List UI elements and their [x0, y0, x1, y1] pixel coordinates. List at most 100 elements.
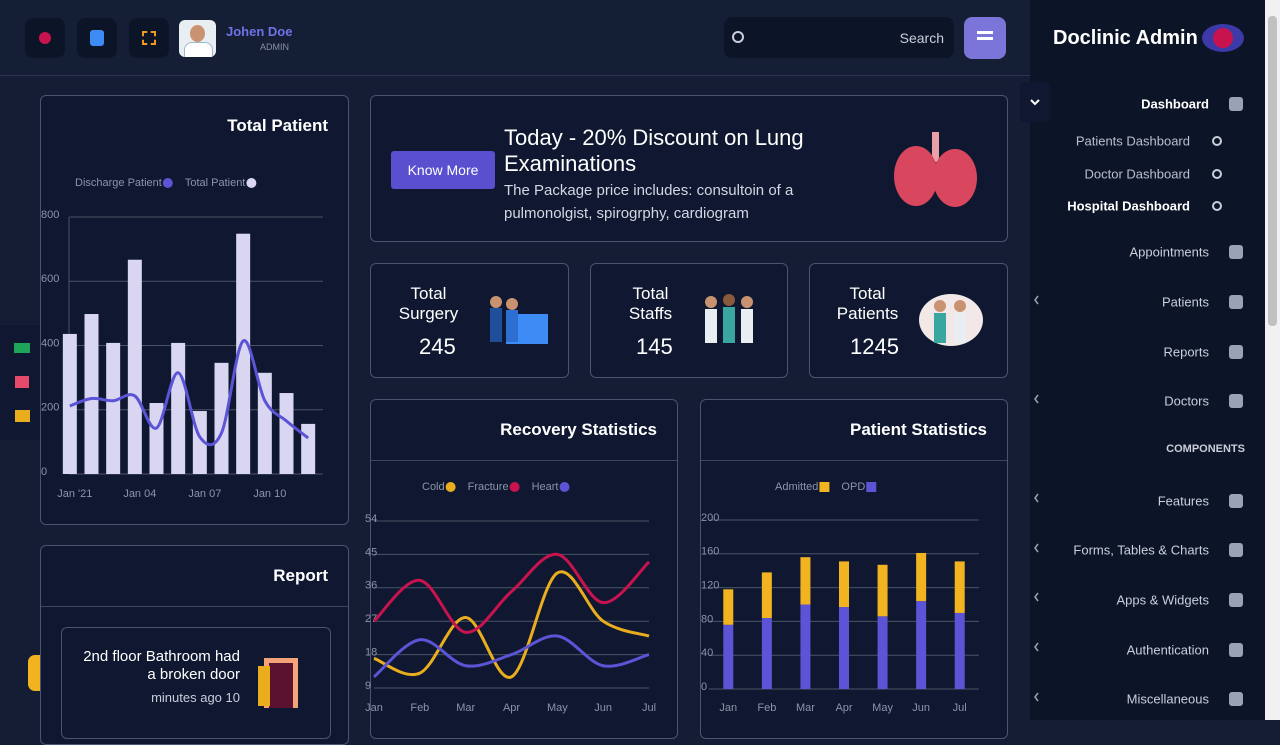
- menu-item[interactable]: Miscellaneous: [1126, 691, 1209, 707]
- menu-item[interactable]: Dashboard: [1141, 96, 1209, 112]
- sub-icon: [1212, 136, 1222, 146]
- y-tick-label: 120: [701, 580, 719, 592]
- menu-item[interactable]: Apps & Widgets: [1116, 592, 1210, 608]
- menu-icon: [1229, 97, 1243, 111]
- x-tick-label: May: [547, 702, 568, 714]
- bar: [149, 403, 164, 474]
- notes-button[interactable]: [77, 18, 117, 58]
- legend-marker: [445, 482, 456, 492]
- menu-button[interactable]: [964, 17, 1006, 59]
- user-name: Johen Doe: [226, 24, 293, 39]
- legend-label: Fracture: [468, 481, 509, 493]
- report-time: minutes ago 10: [151, 690, 240, 705]
- line-series: [69, 339, 310, 447]
- y-tick-label: 36: [365, 580, 377, 592]
- report-card: Report 2nd floor Bathroom had a broken d…: [40, 545, 349, 745]
- x-tick-label: Jan: [365, 702, 383, 714]
- menu-item[interactable]: Patients: [1162, 294, 1209, 310]
- menu-icon: [1229, 245, 1243, 259]
- chart-title: Recovery Statistics: [500, 420, 657, 439]
- x-tick-label: Jun: [594, 702, 612, 714]
- legend-marker: [866, 482, 877, 492]
- stat-value: 145: [636, 334, 673, 359]
- y-tick-label: 27: [365, 613, 377, 625]
- y-tick-label: 0: [41, 466, 47, 478]
- door-illustration: [258, 658, 298, 708]
- theme-button[interactable]: [25, 18, 65, 58]
- tool-icon[interactable]: [14, 343, 30, 353]
- chart-card: Recovery Statistics 9 18 27 36 45 54 Cold Fract…: [365, 399, 678, 739]
- search-placeholder: Search: [899, 30, 944, 46]
- x-tick-label: Mar: [456, 702, 475, 714]
- chart-title: Patient Statistics: [850, 420, 987, 439]
- menu-subitem[interactable]: Hospital Dashboard: [1067, 198, 1190, 214]
- stat-value: 245: [419, 334, 456, 359]
- menu-icon: [1229, 543, 1243, 557]
- menu-item[interactable]: Appointments: [1129, 244, 1210, 260]
- legend-marker: [819, 482, 830, 492]
- x-tick-label: Feb: [410, 702, 429, 714]
- patients-illustration: [919, 294, 983, 346]
- legend-marker: [246, 178, 257, 188]
- menu-item[interactable]: Authentication: [1126, 642, 1209, 658]
- menu-subitem[interactable]: Doctor Dashboard: [1084, 166, 1191, 182]
- bar: [127, 259, 142, 474]
- x-tick-label: Jan 07: [188, 488, 221, 500]
- report-item[interactable]: 2nd floor Bathroom had a broken door min…: [61, 627, 331, 739]
- stat-value: 1245: [850, 334, 899, 359]
- brand: Doclinic Admin: [1053, 27, 1198, 49]
- y-tick-label: 54: [365, 513, 377, 525]
- legend-label: Discharge Patient: [75, 177, 162, 189]
- chart: 0 40 80 120 160 200 Admitted OPD Jan Feb Mar Apr May…: [701, 481, 979, 714]
- scrollbar[interactable]: [1265, 0, 1280, 720]
- x-tick-label: May: [872, 702, 893, 714]
- avatar[interactable]: [179, 20, 216, 57]
- menu-item[interactable]: Reports: [1163, 344, 1209, 360]
- legend-marker: [162, 178, 173, 188]
- bar: [279, 393, 294, 474]
- promo-text: The Package price includes: consultoin o…: [504, 182, 794, 222]
- fullscreen-button[interactable]: [129, 18, 169, 58]
- y-tick-label: 200: [41, 402, 59, 414]
- chart-title: Total Patient: [227, 116, 328, 135]
- y-tick-label: 200: [701, 512, 719, 524]
- y-tick-label: 18: [365, 647, 377, 659]
- menu-subitem[interactable]: Patients Dashboard: [1075, 133, 1190, 149]
- report-text: 2nd floor Bathroom had a broken door: [83, 648, 240, 683]
- menu-item[interactable]: Features: [1157, 493, 1209, 509]
- bar: [171, 342, 186, 474]
- sidebar: Doclinic Admin: [1030, 0, 1265, 720]
- menu-icon: [1229, 692, 1243, 706]
- x-tick-label: Jan 04: [123, 488, 156, 500]
- tool-icon[interactable]: [15, 410, 30, 422]
- chart-card: Patient Statistics 0 40 80 120 160 200 Admitte…: [700, 399, 1008, 739]
- x-tick-label: Jul: [642, 702, 656, 714]
- bar-segment: [839, 561, 849, 608]
- legend-label: OPD: [841, 481, 865, 493]
- chevron: [1030, 99, 1040, 106]
- menu-icon: [1229, 345, 1243, 359]
- tool-icon[interactable]: [15, 376, 29, 388]
- legend-label: Cold: [422, 481, 445, 493]
- x-tick-label: Jul: [953, 702, 967, 714]
- menu-item[interactable]: Forms, Tables & Charts: [1073, 542, 1209, 558]
- x-tick-label: Jan '21: [57, 488, 92, 500]
- search-box[interactable]: Search: [724, 17, 954, 58]
- bar-segment: [723, 589, 734, 625]
- bar-segment: [839, 607, 849, 689]
- stat-card: Total Surgery 245: [370, 263, 569, 378]
- report-title: Report: [273, 566, 328, 585]
- staff-illustration: [705, 294, 753, 343]
- menu-item[interactable]: Doctors: [1164, 393, 1209, 409]
- x-tick-label: Jan 10: [253, 488, 286, 500]
- know-more-button[interactable]: Know More: [391, 151, 495, 189]
- bar-segment: [954, 561, 965, 613]
- collapse-toggle[interactable]: [1020, 82, 1050, 122]
- y-tick-label: 45: [365, 546, 377, 558]
- bar: [106, 342, 121, 474]
- line-series: [373, 570, 650, 679]
- x-tick-label: Mar: [796, 702, 815, 714]
- sub-icon: [1212, 201, 1222, 211]
- promo-title: Today - 20% Discount on Lung Examination…: [504, 125, 804, 176]
- x-tick-label: Jan: [719, 702, 737, 714]
